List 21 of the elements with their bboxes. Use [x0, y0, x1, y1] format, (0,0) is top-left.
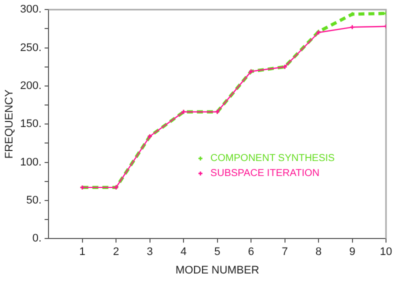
x-tick-label: 9: [349, 246, 356, 258]
x-tick-label: 4: [180, 246, 187, 258]
x-tick-label: 8: [315, 246, 322, 258]
x-tick-label: 6: [248, 246, 254, 258]
y-tick-label: 300.: [20, 4, 42, 16]
x-tick-label: 5: [214, 246, 220, 258]
x-tick-label: 10: [380, 246, 392, 258]
y-tick-label: 50.: [26, 194, 42, 206]
legend-label: COMPONENT SYNTHESIS: [210, 153, 336, 164]
x-tick-label: 7: [282, 246, 288, 258]
y-tick-label: 200.: [20, 80, 42, 92]
x-tick-label: 1: [79, 246, 86, 258]
x-tick-label: 2: [113, 246, 120, 258]
y-tick-label: 0.: [32, 232, 42, 245]
y-tick-label: 250.: [20, 42, 42, 54]
y-tick-label: 150.: [20, 118, 42, 130]
y-axis-title: FREQUENCY: [4, 88, 16, 159]
legend-label: SUBSPACE ITERATION: [210, 168, 320, 180]
x-axis-title: MODE NUMBER: [175, 264, 260, 276]
x-tick-label: 3: [146, 246, 153, 258]
y-tick-label: 100.: [20, 156, 42, 168]
